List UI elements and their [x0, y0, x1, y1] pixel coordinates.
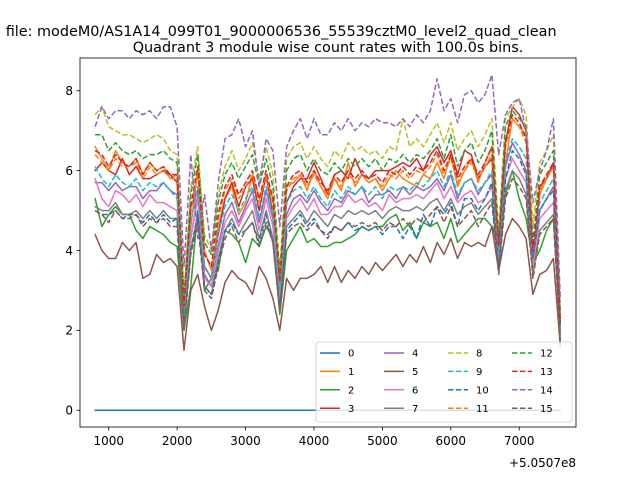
legend-entry-0: 0	[320, 349, 354, 360]
series-line-14	[94, 74, 562, 299]
series-line-10	[94, 149, 562, 328]
x-axis-ticks: 1000 2000 3000 4000 5000 6000 7000	[93, 427, 534, 448]
x-tick-label: 4000	[299, 434, 330, 448]
legend-label: 2	[348, 385, 354, 396]
series-line-13	[94, 113, 562, 323]
legend-label: 7	[412, 404, 418, 415]
legend-box	[315, 341, 573, 423]
x-offset-label: +5.0507e8	[509, 456, 576, 470]
series-line-6	[94, 157, 562, 336]
series-line-7	[94, 169, 562, 340]
series-line-4	[94, 141, 562, 332]
x-tick-label: 3000	[230, 434, 261, 448]
legend-label: 8	[476, 349, 482, 360]
figure-suptitle: n file: modeM0/AS1A14_099T01_9000006536_…	[0, 24, 557, 40]
plot-frame	[79, 57, 577, 428]
legend-label: 9	[476, 367, 482, 378]
legend-label: 11	[476, 404, 489, 415]
x-tick-label: 5000	[367, 434, 398, 448]
legend-label: 4	[412, 349, 418, 360]
series-line-9	[94, 137, 562, 327]
series-line-11	[94, 117, 562, 323]
legend-entry-2: 2	[320, 385, 354, 396]
series-line-2	[94, 169, 562, 332]
series-line-15	[94, 177, 562, 343]
legend-label: 5	[412, 367, 418, 378]
legend-label: 1	[348, 367, 354, 378]
x-tick-label: 2000	[162, 434, 193, 448]
series-line-8	[94, 97, 562, 311]
y-tick-label: 2	[65, 324, 73, 338]
series-line-12	[95, 109, 562, 315]
legend-label: 3	[348, 404, 354, 415]
legend-label: 15	[540, 404, 553, 415]
series-line-5	[94, 217, 562, 352]
legend-entry-15: 15	[512, 404, 553, 415]
y-tick-label: 6	[65, 164, 73, 178]
legend-entry-7: 7	[384, 404, 418, 415]
legend-label: 6	[412, 385, 418, 396]
legend-label: 0	[348, 349, 354, 360]
series-layer	[94, 74, 562, 411]
chart-title: Quadrant 3 module wise count rates with …	[133, 40, 524, 56]
x-tick-label: 7000	[504, 434, 535, 448]
legend-entry-6: 6	[384, 385, 418, 396]
legend-entry-3: 3	[320, 404, 354, 415]
legend-entry-14: 14	[512, 385, 553, 396]
y-tick-label: 0	[65, 404, 73, 418]
legend-label: 13	[540, 367, 553, 378]
legend-entry-1: 1	[320, 367, 354, 378]
legend-entry-5: 5	[384, 367, 418, 378]
legend-label: 14	[540, 385, 553, 396]
x-tick-label: 6000	[436, 434, 467, 448]
legend-entry-12: 12	[512, 349, 553, 360]
legend-entry-9: 9	[448, 367, 482, 378]
legend-entry-4: 4	[384, 349, 418, 360]
y-axis-ticks: 0 2 4 6 8	[65, 84, 80, 418]
x-tick-label: 1000	[93, 434, 124, 448]
legend-entry-11: 11	[448, 404, 489, 415]
legend-label: 12	[540, 349, 553, 360]
legend-entry-10: 10	[448, 385, 489, 396]
y-tick-label: 4	[65, 244, 73, 258]
legend-entry-8: 8	[448, 349, 482, 360]
legend-label: 10	[476, 385, 489, 396]
legend-entry-13: 13	[512, 367, 553, 378]
y-tick-label: 8	[65, 84, 73, 98]
